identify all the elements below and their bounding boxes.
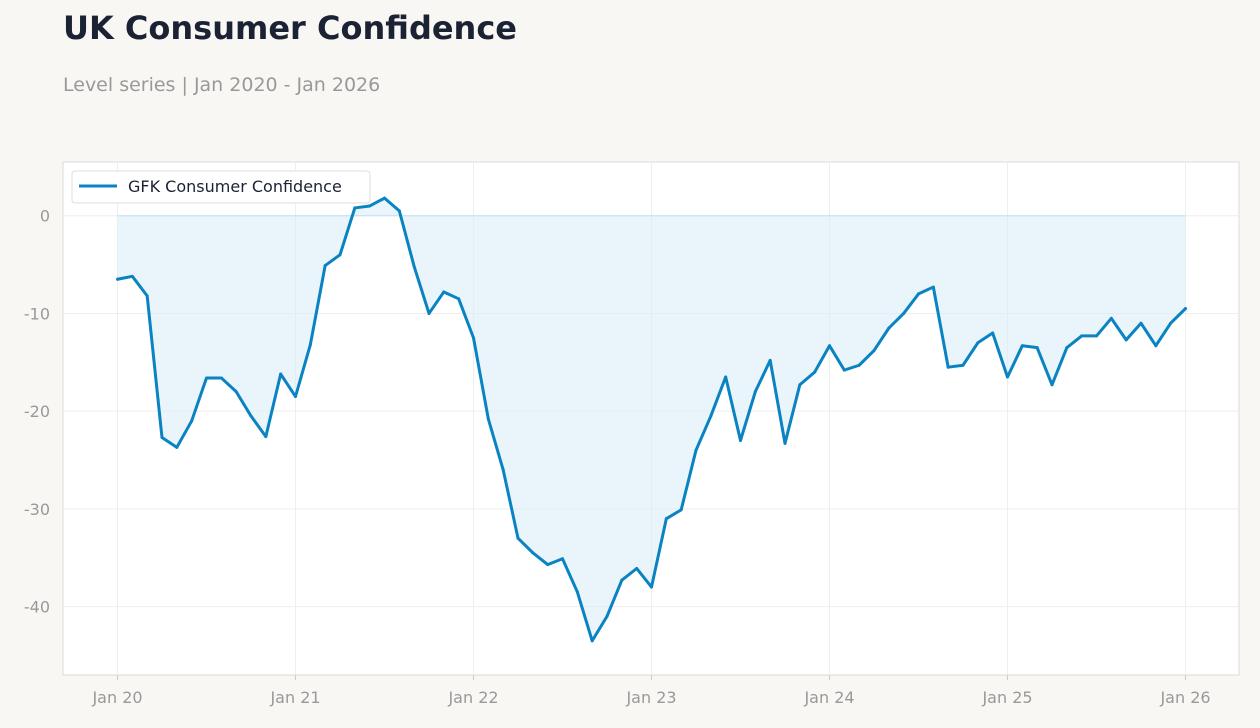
x-tick-label: Jan 25 [981, 688, 1032, 707]
series-line-gfk-consumer-confidence [116, 196, 1187, 643]
legend-box [71, 170, 371, 204]
x-tick-label: Jan 26 [1159, 688, 1210, 707]
x-tick-label: Jan 21 [269, 688, 320, 707]
x-tick-label: Jan 22 [447, 688, 498, 707]
area-fill [117, 198, 1186, 641]
x-tick-label: Jan 20 [91, 688, 142, 707]
x-tick-label: Jan 24 [803, 688, 854, 707]
y-axis-tick-labels: 0 -10 -20 -30 -40 [24, 207, 50, 617]
x-axis-tick-labels: Jan 20 Jan 21 Jan 22 Jan 23 Jan 24 Jan 25 Jan … [91, 675, 1211, 707]
page-title: UK Consumer Confidence [63, 9, 517, 47]
y-tick-label: 0 [40, 207, 50, 226]
page-subtitle: Level series | Jan 2020 - Jan 2026 [63, 74, 381, 96]
y-tick-label: -30 [24, 500, 50, 519]
legend: GFK Consumer Confidence [71, 170, 371, 204]
y-tick-label: -10 [24, 304, 50, 323]
y-tick-label: -20 [24, 402, 50, 421]
legend-label: GFK Consumer Confidence [128, 177, 342, 196]
x-tick-label: Jan 23 [625, 688, 676, 707]
y-tick-label: -40 [24, 598, 50, 617]
